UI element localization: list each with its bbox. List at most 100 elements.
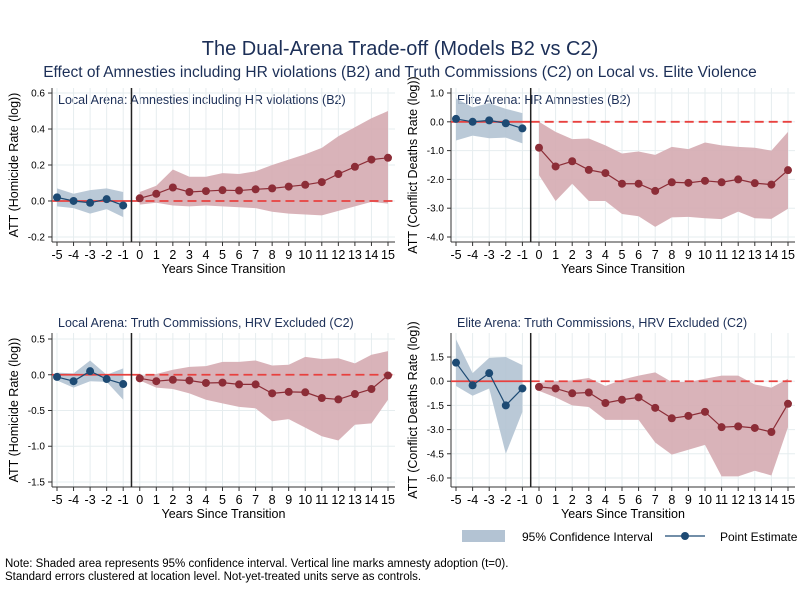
estimate-point <box>551 384 560 393</box>
x-tick-label: 1 <box>153 248 160 262</box>
y-tick-label: 0.0 <box>31 370 45 381</box>
pre-treatment-ci-band <box>57 360 124 400</box>
x-tick-label: 15 <box>781 493 795 507</box>
y-tick-label: -1.5 <box>427 401 445 412</box>
estimate-point <box>86 367 95 376</box>
estimate-point <box>185 376 194 385</box>
y-tick-label: -3.0 <box>427 425 445 436</box>
x-tick-label: -3 <box>85 493 96 507</box>
y-tick-label: -0.5 <box>28 406 46 417</box>
x-tick-label: 1 <box>552 493 559 507</box>
x-tick-label: 14 <box>364 493 378 507</box>
post-estimate-line <box>139 375 389 401</box>
x-tick-label: -5 <box>51 493 62 507</box>
x-axis-label: Years Since Transition <box>561 262 685 276</box>
x-tick-label: 7 <box>252 493 259 507</box>
x-tick-label: 11 <box>315 493 328 507</box>
y-tick-label: -0.2 <box>28 232 46 243</box>
estimate-point <box>468 381 477 390</box>
estimate-point <box>284 182 293 191</box>
estimate-point <box>684 178 693 187</box>
legend-estimate-marker <box>681 532 689 540</box>
estimate-point <box>750 423 759 432</box>
estimate-point <box>251 185 260 194</box>
x-tick-label: 13 <box>748 248 762 262</box>
panel-title: Local Arena: Truth Commissions, HRV Excl… <box>58 316 354 330</box>
x-tick-label: 1 <box>153 493 160 507</box>
x-tick-label: 14 <box>364 248 378 262</box>
y-tick-label: 0.0 <box>430 117 444 128</box>
figure-subtitle: Effect of Amnesties including HR violati… <box>43 64 757 81</box>
y-tick-label: -4.0 <box>427 232 445 243</box>
estimate-point <box>334 169 343 178</box>
estimate-point <box>218 378 227 387</box>
estimate-point <box>667 178 676 187</box>
estimate-point <box>601 398 610 407</box>
estimate-point <box>53 193 61 202</box>
estimate-point <box>384 371 392 380</box>
x-tick-label: 9 <box>685 248 692 262</box>
x-tick-label: 10 <box>698 493 712 507</box>
x-tick-label: 4 <box>602 493 609 507</box>
estimate-point <box>367 385 376 394</box>
estimate-point <box>301 180 310 189</box>
x-tick-label: 12 <box>731 248 745 262</box>
x-tick-label: -3 <box>484 493 495 507</box>
x-tick-label: -3 <box>484 248 495 262</box>
pre-treatment-ci-band <box>456 98 523 144</box>
x-tick-label: 4 <box>202 248 209 262</box>
estimate-point <box>784 166 792 175</box>
x-tick-label: 12 <box>731 493 745 507</box>
x-tick-label: 7 <box>652 493 659 507</box>
x-tick-label: 2 <box>569 493 576 507</box>
y-tick-label: 0.0 <box>430 377 444 388</box>
y-tick-label: -1.5 <box>28 477 46 488</box>
y-tick-label: -1.0 <box>427 146 445 157</box>
estimate-point <box>568 157 577 166</box>
x-tick-label: -5 <box>450 248 461 262</box>
x-tick-label: 1 <box>552 248 559 262</box>
x-tick-label: -5 <box>450 493 461 507</box>
x-tick-label: -4 <box>68 493 79 507</box>
x-tick-label: 13 <box>348 493 362 507</box>
pre-estimate-line <box>455 118 523 130</box>
estimate-point <box>235 380 244 389</box>
y-axis-label: ATT (Conflict Deaths Rate (log)) <box>406 321 420 498</box>
estimate-point <box>717 178 726 187</box>
x-axis-label: Years Since Transition <box>162 507 286 521</box>
y-axis-label: ATT (Homicide Rate (log)) <box>7 338 21 483</box>
x-tick-label: 3 <box>186 248 193 262</box>
x-axis-label: Years Since Transition <box>162 262 286 276</box>
x-tick-label: -4 <box>467 493 478 507</box>
y-tick-label: -3.0 <box>427 204 445 215</box>
estimate-point <box>317 178 326 187</box>
estimate-point <box>501 401 510 410</box>
x-tick-label: 10 <box>698 248 712 262</box>
x-tick-label: 15 <box>781 248 795 262</box>
x-tick-label: 11 <box>715 493 728 507</box>
x-tick-label: -2 <box>101 248 112 262</box>
estimate-point <box>535 382 543 391</box>
y-tick-label: 0.0 <box>31 196 45 207</box>
estimate-point <box>485 369 494 378</box>
estimate-point <box>452 114 460 123</box>
estimate-point <box>518 124 527 133</box>
y-tick-label: 0.2 <box>31 161 45 172</box>
x-tick-label: 3 <box>585 248 592 262</box>
x-tick-label: 12 <box>331 248 345 262</box>
y-tick-label: 0.4 <box>31 125 45 136</box>
panel-title: Elite Arena: Truth Commissions, HRV Excl… <box>457 316 747 330</box>
x-tick-label: 14 <box>764 493 778 507</box>
pre-estimate-line <box>56 370 124 385</box>
estimate-point <box>651 186 660 195</box>
estimate-point <box>317 393 326 402</box>
estimate-point <box>201 378 210 387</box>
estimate-point <box>135 374 144 383</box>
x-tick-label: 8 <box>269 248 276 262</box>
estimate-point <box>185 187 194 196</box>
estimate-point <box>485 116 494 125</box>
x-tick-label: 6 <box>635 493 642 507</box>
x-tick-label: 8 <box>668 248 675 262</box>
x-axis-label: Years Since Transition <box>561 507 685 521</box>
estimate-point <box>452 358 460 367</box>
